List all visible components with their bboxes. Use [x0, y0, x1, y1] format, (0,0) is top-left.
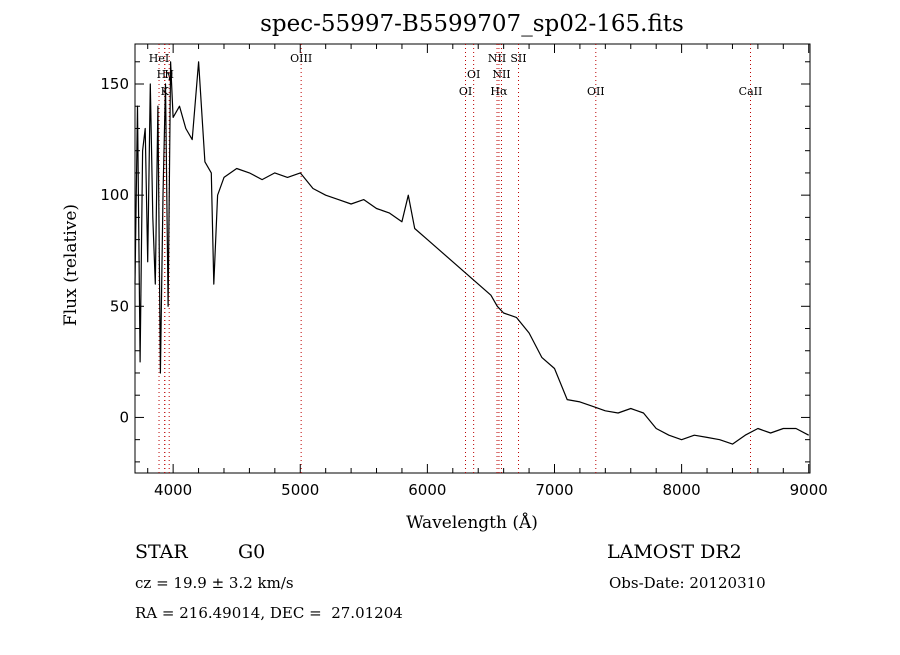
y-tick-label: 50	[110, 297, 129, 315]
x-axis-label: Wavelength (Å)	[406, 512, 538, 533]
x-tick-label: 6000	[408, 481, 446, 499]
spectrum-line	[134, 61, 809, 445]
y-tick-label: 150	[100, 75, 129, 93]
y-tick-label: 0	[119, 408, 129, 426]
line-marker-label: CaII	[739, 85, 763, 98]
line-marker-label: OII	[587, 85, 605, 98]
x-tick-label: 8000	[663, 481, 701, 499]
spectral-subclass: G0	[238, 541, 266, 563]
plot-frame	[134, 43, 811, 474]
line-marker-label: Hα	[490, 85, 508, 98]
x-tick-label: 9000	[790, 481, 828, 499]
object-type: STAR	[135, 541, 188, 563]
plot-area: 4000 5000 6000 7000 8000 9000050100150HeIHγHK…	[100, 43, 828, 499]
y-tick-label: 100	[100, 186, 129, 204]
x-tick-label: 7000	[535, 481, 573, 499]
line-marker-label: OI	[467, 68, 480, 81]
line-marker-label: Hγ	[157, 68, 174, 81]
line-marker-label: H	[164, 68, 174, 81]
redshift-cz: cz = 19.9 ± 3.2 km/s	[135, 574, 294, 592]
line-marker-label: HeI	[149, 52, 169, 65]
line-marker-label: NII	[488, 52, 506, 65]
line-marker-label: NII	[492, 68, 510, 81]
x-tick-label: 5000	[281, 481, 319, 499]
line-marker-label: OIII	[290, 52, 312, 65]
x-tick-label: 4000	[154, 481, 192, 499]
coordinates: RA = 216.49014, DEC = 27.01204	[135, 604, 403, 622]
line-marker-label: SII	[510, 52, 526, 65]
line-marker-label: OI	[459, 85, 472, 98]
survey-name: LAMOST DR2	[607, 541, 742, 563]
y-axis-label: Flux (relative)	[61, 204, 81, 326]
chart-title: spec-55997-B5599707_sp02-165.fits	[260, 11, 684, 37]
observation-date: Obs-Date: 20120310	[609, 574, 766, 592]
